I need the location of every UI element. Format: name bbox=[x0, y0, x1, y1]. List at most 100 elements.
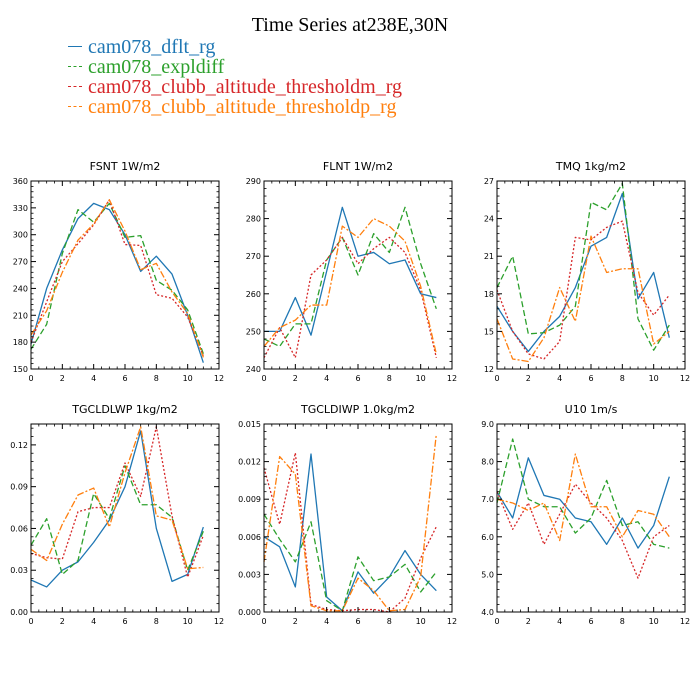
legend-item-thresholdp: cam078_clubb_altitude_thresholdp_rg bbox=[68, 97, 402, 117]
y-tick-label: 250 bbox=[246, 327, 261, 336]
x-tick-label: 10 bbox=[183, 374, 193, 383]
series-line-5-3 bbox=[496, 453, 670, 542]
series-line-0-3 bbox=[30, 199, 204, 358]
series-line-2-1 bbox=[496, 182, 670, 351]
y-tick-label: 0.009 bbox=[238, 495, 261, 504]
chart-panel-3: TGCLDLWP 1kg/m2 0 2 4 6 8 10 12 0.00 0.03 0.06 0.09… bbox=[10, 403, 224, 626]
series-line-4-0 bbox=[263, 453, 437, 612]
chart-title: TMQ 1kg/m2 bbox=[555, 160, 626, 173]
y-tick-label: 330 bbox=[13, 204, 28, 213]
y-tick-label: 260 bbox=[246, 290, 261, 299]
y-tick-label: 9.0 bbox=[481, 420, 494, 429]
x-tick-label: 8 bbox=[620, 374, 625, 383]
series-line-2-3 bbox=[496, 235, 670, 363]
legend-label-dflt: cam078_dflt_rg bbox=[88, 36, 216, 58]
x-tick-label: 10 bbox=[183, 617, 193, 626]
y-tick-label: 150 bbox=[13, 365, 28, 374]
x-tick-label: 8 bbox=[154, 617, 159, 626]
series-line-3-0 bbox=[30, 430, 204, 588]
plot-frame bbox=[30, 180, 220, 370]
y-tick-label: 24 bbox=[484, 215, 494, 224]
x-tick-label: 0 bbox=[261, 374, 266, 383]
x-tick-label: 0 bbox=[494, 374, 499, 383]
x-tick-label: 12 bbox=[447, 374, 457, 383]
legend-item-thresholdm: cam078_clubb_altitude_thresholdm_rg bbox=[68, 77, 402, 97]
y-tick-label: 300 bbox=[13, 231, 28, 240]
y-tick-label: 27 bbox=[484, 177, 494, 186]
y-tick-label: 21 bbox=[484, 252, 494, 261]
x-tick-label: 6 bbox=[588, 374, 593, 383]
legend-item-expldiff: cam078_expldiff bbox=[68, 57, 402, 77]
x-tick-label: 4 bbox=[324, 374, 329, 383]
chart-title: U10 1m/s bbox=[565, 403, 618, 416]
y-tick-label: 270 bbox=[13, 258, 28, 267]
y-tick-label: 290 bbox=[246, 177, 261, 186]
series-line-2-2 bbox=[496, 220, 670, 360]
series-line-5-2 bbox=[496, 483, 670, 579]
chart-title: TGCLDIWP 1.0kg/m2 bbox=[300, 403, 415, 416]
legend-label-expldiff: cam078_expldiff bbox=[88, 56, 225, 78]
y-tick-label: 0.012 bbox=[238, 458, 261, 467]
y-tick-label: 4.0 bbox=[481, 608, 494, 617]
series-line-1-0 bbox=[264, 206, 437, 336]
y-tick-label: 0.03 bbox=[10, 566, 28, 575]
x-tick-label: 0 bbox=[261, 617, 266, 626]
y-tick-label: 270 bbox=[246, 252, 261, 261]
x-tick-label: 6 bbox=[122, 374, 127, 383]
y-tick-label: 0.09 bbox=[10, 483, 28, 492]
x-tick-label: 4 bbox=[91, 617, 96, 626]
x-tick-label: 10 bbox=[416, 617, 426, 626]
y-tick-label: 360 bbox=[13, 177, 28, 186]
chart-panel-0: FSNT 1W/m2 0 2 4 6 8 10 12 150 180 210 240 270 300 330… bbox=[13, 160, 224, 383]
x-tick-label: 10 bbox=[649, 374, 659, 383]
x-tick-label: 2 bbox=[60, 374, 65, 383]
x-tick-label: 0 bbox=[28, 374, 33, 383]
x-tick-label: 2 bbox=[293, 617, 298, 626]
chart-panel-1: FLNT 1W/m2 0 2 4 6 8 10 12 240 250 260 270 280 290 bbox=[246, 160, 457, 383]
x-tick-label: 8 bbox=[620, 617, 625, 626]
x-tick-label: 2 bbox=[526, 617, 531, 626]
y-tick-label: 0.003 bbox=[238, 570, 261, 579]
series-line-4-3 bbox=[263, 433, 437, 612]
y-tick-label: 0.12 bbox=[10, 441, 28, 450]
legend-label-thresholdm: cam078_clubb_altitude_thresholdm_rg bbox=[88, 76, 403, 98]
y-tick-label: 0.006 bbox=[238, 533, 261, 542]
legend: cam078_dflt_rg cam078_expldiff cam078_cl… bbox=[68, 37, 402, 117]
x-tick-label: 2 bbox=[526, 374, 531, 383]
legend-label-thresholdp: cam078_clubb_altitude_thresholdp_rg bbox=[88, 96, 397, 118]
y-tick-label: 280 bbox=[246, 215, 261, 224]
series-line-4-1 bbox=[263, 513, 437, 612]
y-tick-label: 0.06 bbox=[10, 524, 28, 533]
chart-panel-4: TGCLDIWP 1.0kg/m2 0 2 4 6 8 10 12 0.000 0.003 0.00… bbox=[238, 403, 457, 626]
y-tick-label: 6.0 bbox=[481, 533, 494, 542]
series-line-4-2 bbox=[263, 452, 437, 613]
legend-swatch-dflt bbox=[68, 45, 82, 47]
y-tick-label: 5.0 bbox=[481, 570, 494, 579]
main-title: Time Series at238E,30N bbox=[251, 14, 449, 36]
series-line-0-0 bbox=[30, 202, 204, 363]
y-tick-label: 240 bbox=[246, 365, 261, 374]
x-tick-label: 2 bbox=[293, 374, 298, 383]
y-tick-label: 0.00 bbox=[10, 608, 28, 617]
chart-title: FSNT 1W/m2 bbox=[90, 160, 161, 173]
x-tick-label: 12 bbox=[214, 374, 224, 383]
x-tick-label: 8 bbox=[387, 617, 392, 626]
y-tick-label: 12 bbox=[484, 365, 494, 374]
y-tick-label: 18 bbox=[484, 290, 494, 299]
x-tick-label: 10 bbox=[416, 374, 426, 383]
y-tick-label: 8.0 bbox=[481, 458, 494, 467]
y-tick-label: 0.015 bbox=[238, 420, 261, 429]
series-line-5-1 bbox=[496, 438, 670, 549]
x-tick-label: 12 bbox=[680, 374, 690, 383]
x-tick-label: 0 bbox=[494, 617, 499, 626]
x-tick-label: 12 bbox=[680, 617, 690, 626]
chart-panel-5: U10 1m/s 0 2 4 6 8 10 12 4.0 5.0 6.0 7.0 8.0 9.0 bbox=[481, 403, 690, 626]
x-tick-label: 8 bbox=[154, 374, 159, 383]
x-tick-label: 4 bbox=[557, 617, 562, 626]
legend-swatch-thresholdm bbox=[68, 85, 82, 87]
chart-title: FLNT 1W/m2 bbox=[323, 160, 393, 173]
x-tick-label: 12 bbox=[447, 617, 457, 626]
plot-frame bbox=[263, 423, 453, 613]
